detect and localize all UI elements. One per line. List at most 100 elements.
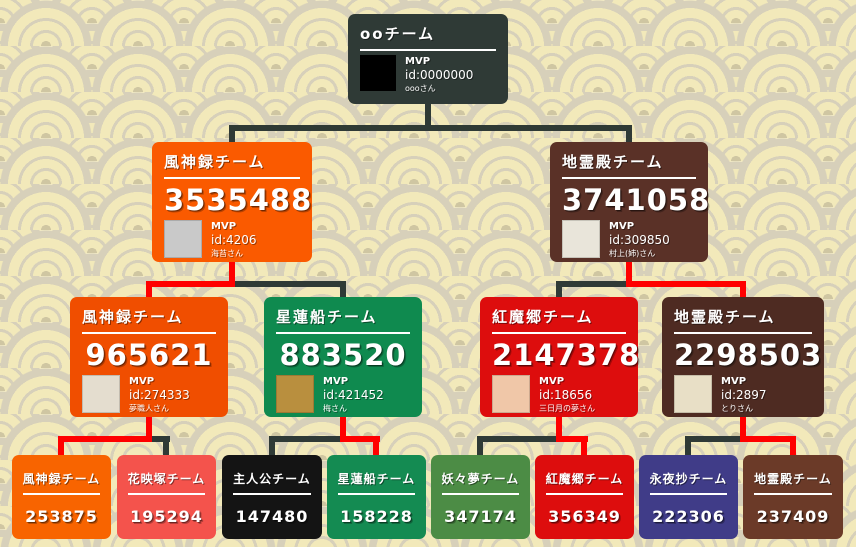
mvp-player-name: とりさん: [721, 403, 753, 413]
team-score: 2298503: [674, 338, 823, 372]
team-name: 紅魔郷チーム: [492, 306, 626, 334]
mvp-id: id:274333: [129, 388, 190, 402]
mvp-avatar-image: [562, 220, 600, 258]
mvp-label: MVP: [609, 221, 635, 232]
mvp-id: id:4206: [211, 233, 257, 247]
team-name: 地霊殿チーム: [562, 151, 696, 179]
team-score: 237409: [756, 507, 830, 526]
mvp-row: MVP id:421452 梅さん: [276, 375, 410, 414]
team-name: ooチーム: [360, 23, 496, 51]
mvp-label: MVP: [721, 376, 747, 387]
mvp-label: MVP: [211, 221, 237, 232]
team-node-round1-8: 地霊殿チーム 237409: [743, 455, 843, 539]
mvp-id: id:0000000: [405, 68, 474, 82]
connector-segment: [556, 281, 562, 297]
team-score: 347174: [444, 507, 517, 526]
connector-segment: [556, 281, 632, 287]
connector-segment: [477, 436, 483, 455]
team-name: 風神録チーム: [82, 306, 216, 334]
mvp-id: id:2897: [721, 388, 767, 402]
team-name: 妖々夢チーム: [441, 470, 520, 495]
mvp-player-name: 海苔さん: [211, 248, 243, 258]
mvp-row: MVP id:0000000 oooさん: [360, 55, 496, 94]
team-name: 風神録チーム: [22, 470, 101, 495]
team-score: 3741058: [562, 183, 711, 217]
mvp-avatar-image: [674, 375, 712, 413]
mvp-avatar-image: [492, 375, 530, 413]
mvp-label: MVP: [405, 56, 431, 67]
team-name: 地霊殿チーム: [674, 306, 812, 334]
connector-segment: [626, 125, 632, 142]
team-node-round1-1: 風神録チーム 253875: [12, 455, 111, 539]
winner-connector-segment: [626, 281, 746, 287]
team-node-semifinal-2: 地霊殿チーム 3741058 MVP id:309850 村上(姉)さん: [550, 142, 711, 262]
team-score: 147480: [235, 507, 309, 526]
mvp-player-name: 三日月の夢さん: [539, 403, 595, 413]
mvp-id: id:421452: [323, 388, 384, 402]
team-node-round1-5: 妖々夢チーム 347174: [431, 455, 530, 539]
mvp-player-name: oooさん: [405, 83, 436, 93]
connector-segment: [163, 436, 169, 455]
team-score: 3535488: [164, 183, 313, 217]
team-node-round1-3: 主人公チーム 147480: [222, 455, 322, 539]
team-node-round1-6: 紅魔郷チーム 356349: [535, 455, 634, 539]
mvp-avatar-image: [164, 220, 202, 258]
winner-connector-segment: [740, 281, 746, 297]
connector-segment: [229, 125, 235, 142]
mvp-row: MVP id:18656 三日月の夢さん: [492, 375, 626, 414]
team-node-quarterfinal-1: 風神録チーム 965621 MVP id:274333 夢職人さん: [70, 297, 228, 417]
mvp-avatar-image: [276, 375, 314, 413]
team-name: 主人公チーム: [233, 470, 311, 495]
winner-connector-segment: [340, 417, 346, 442]
winner-connector-segment: [146, 281, 152, 297]
connector-segment: [146, 436, 170, 442]
team-score: 883520: [279, 338, 407, 372]
team-score: 253875: [25, 507, 98, 526]
team-name: 紅魔郷チーム: [545, 470, 624, 495]
team-score: 356349: [548, 507, 621, 526]
mvp-info: MVP id:2897 とりさん: [721, 375, 767, 414]
mvp-row: MVP id:2897 とりさん: [674, 375, 812, 414]
mvp-player-name: 村上(姉)さん: [609, 248, 656, 258]
mvp-avatar-image: [360, 55, 396, 91]
connector-segment: [477, 436, 562, 442]
team-name: 永夜抄チーム: [649, 470, 728, 495]
winner-connector-segment: [556, 436, 588, 442]
mvp-info: MVP id:309850 村上(姉)さん: [609, 220, 670, 259]
connector-segment: [229, 125, 632, 131]
winner-connector-segment: [340, 436, 380, 442]
mvp-info: MVP id:274333 夢職人さん: [129, 375, 190, 414]
team-node-final: ooチーム MVP id:0000000 oooさん: [348, 14, 508, 104]
winner-connector-segment: [556, 417, 562, 442]
winner-connector-segment: [740, 436, 796, 442]
connector-segment: [232, 281, 346, 287]
mvp-player-name: 夢職人さん: [129, 403, 169, 413]
team-node-quarterfinal-2: 星蓮船チーム 883520 MVP id:421452 梅さん: [264, 297, 422, 417]
team-score: 222306: [652, 507, 725, 526]
mvp-label: MVP: [323, 376, 349, 387]
winner-connector-segment: [626, 262, 632, 287]
mvp-info: MVP id:4206 海苔さん: [211, 220, 257, 259]
winner-connector-segment: [146, 281, 235, 287]
team-score: 158228: [340, 507, 413, 526]
team-name: 星蓮船チーム: [276, 306, 410, 334]
connector-segment: [340, 281, 346, 297]
team-name: 花映塚チーム: [127, 470, 206, 495]
winner-connector-segment: [146, 417, 152, 442]
connector-segment: [685, 436, 691, 455]
mvp-row: MVP id:274333 夢職人さん: [82, 375, 216, 414]
mvp-label: MVP: [539, 376, 565, 387]
mvp-player-name: 梅さん: [323, 403, 347, 413]
team-score: 2147378: [492, 338, 641, 372]
winner-connector-segment: [740, 417, 746, 442]
winner-connector-segment: [58, 436, 64, 455]
mvp-id: id:309850: [609, 233, 670, 247]
mvp-row: MVP id:4206 海苔さん: [164, 220, 300, 259]
mvp-info: MVP id:0000000 oooさん: [405, 55, 473, 94]
winner-connector-segment: [373, 436, 379, 455]
connector-segment: [685, 436, 746, 442]
team-node-round1-2: 花映塚チーム 195294: [117, 455, 216, 539]
mvp-label: MVP: [129, 376, 155, 387]
mvp-info: MVP id:421452 梅さん: [323, 375, 384, 414]
connector-segment: [269, 436, 275, 455]
